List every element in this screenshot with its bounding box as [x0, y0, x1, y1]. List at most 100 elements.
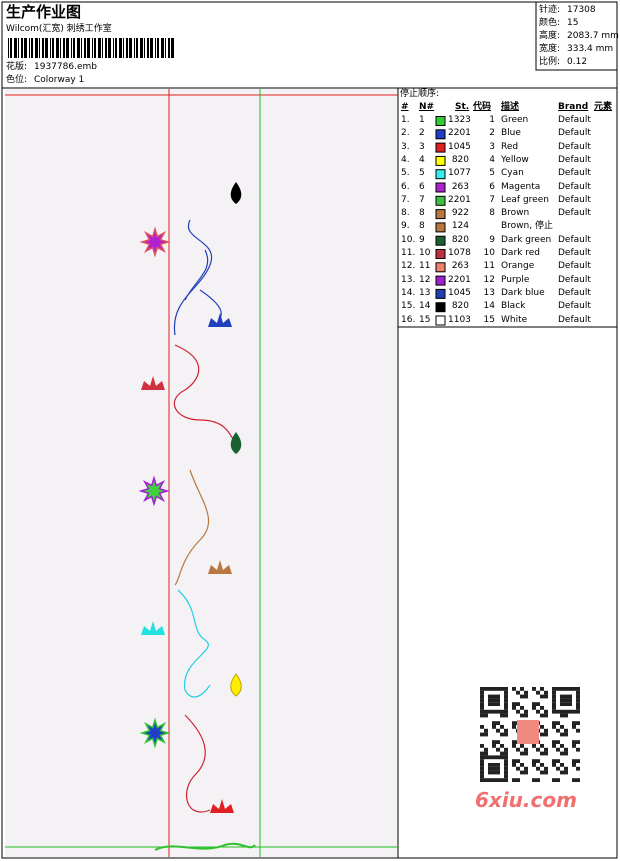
barcode-bar [168, 38, 170, 58]
code: 12 [483, 274, 495, 285]
row-index: 13. [401, 274, 416, 285]
barcode-bar [108, 38, 111, 58]
stitches: 1078 [448, 248, 471, 258]
flower [139, 226, 171, 258]
barcode-bar [140, 38, 143, 58]
description: Green [501, 115, 529, 125]
description: Leaf green [501, 194, 549, 205]
needle: 6 [419, 181, 425, 192]
stitches: 820 [451, 301, 469, 312]
design-label: 花版: [6, 62, 28, 72]
column-header: 描述 [501, 102, 520, 112]
brand: Default [558, 287, 591, 298]
flower [138, 475, 170, 507]
code: 5 [489, 168, 495, 179]
brand: Default [558, 234, 591, 245]
color-swatch [435, 262, 446, 273]
barcode-bar [94, 38, 96, 58]
brand: Default [558, 261, 591, 272]
stat-label: 颜色: [539, 18, 561, 28]
barcode-bar [8, 38, 9, 58]
flower [139, 717, 171, 749]
needle: 13 [419, 287, 431, 298]
needle: 4 [419, 154, 425, 165]
stat-value: 17308 [567, 5, 596, 15]
description: Brown, 停止 [501, 221, 553, 232]
barcode-bar [31, 38, 33, 58]
color-swatch [435, 169, 446, 180]
stitches: 2201 [448, 194, 471, 205]
brand: Default [558, 208, 591, 219]
barcode-bar [77, 38, 80, 58]
colorway-label: 色位: [6, 75, 28, 85]
code: 10 [483, 248, 495, 258]
code: 8 [489, 208, 495, 219]
column-header: N# [419, 102, 435, 112]
color-swatch [435, 209, 446, 220]
stitches: 263 [451, 181, 469, 192]
color-swatch [435, 275, 446, 286]
brand: Default [558, 181, 591, 192]
barcode-bar [171, 38, 174, 58]
column-header: 代码 [473, 102, 492, 112]
needle: 1 [419, 115, 425, 125]
barcode-bar [123, 38, 124, 58]
brand: Default [558, 154, 591, 165]
barcode-bar [105, 38, 107, 58]
stat-value: 15 [567, 18, 579, 28]
stat-value: 0.12 [567, 57, 588, 67]
brand: Default [558, 301, 591, 312]
barcode-bar [42, 38, 44, 58]
leaf [208, 560, 232, 574]
color-swatch [435, 195, 446, 206]
description: Dark blue [501, 287, 545, 298]
row-index: 5. [401, 168, 410, 179]
code: 7 [489, 194, 495, 205]
barcode-bar [161, 38, 164, 58]
row-index: 1. [401, 115, 410, 125]
leaf [141, 376, 165, 390]
barcode-bar [102, 38, 103, 58]
leaf [208, 313, 232, 327]
barcode-bar [165, 38, 166, 58]
brand: Default [558, 168, 591, 179]
color-swatch [435, 222, 446, 233]
description: Brown [501, 208, 530, 219]
code: 6 [489, 181, 495, 192]
row-index: 16. [401, 314, 416, 325]
stitches: 820 [451, 234, 469, 245]
column-header: Brand [558, 102, 589, 112]
stat-label: 针迹: [539, 5, 561, 15]
needle: 7 [419, 194, 425, 205]
code: 11 [483, 261, 495, 272]
description: Dark red [501, 248, 540, 258]
stats-box [535, 1, 618, 71]
stat-label: 高度: [539, 31, 561, 41]
row-index: 12. [401, 261, 416, 272]
description: Purple [501, 274, 530, 285]
needle: 14 [419, 301, 431, 312]
barcode-bar [21, 38, 23, 58]
code: 14 [483, 301, 495, 312]
color-swatch [435, 142, 446, 153]
row-index: 3. [401, 141, 410, 152]
barcode-bar [35, 38, 38, 58]
code: 3 [489, 141, 495, 152]
description: White [501, 314, 528, 325]
code: 4 [489, 154, 495, 165]
description: Yellow [501, 154, 529, 165]
barcode-bar [129, 38, 132, 58]
code: 15 [483, 314, 495, 325]
barcode-bar [10, 38, 12, 58]
description: Magenta [501, 181, 541, 192]
design-area [5, 89, 398, 857]
barcode-bar [14, 38, 17, 58]
description: Orange [501, 261, 535, 272]
column-header: 元素 [594, 102, 613, 112]
stitches: 2201 [448, 274, 471, 285]
needle: 8 [419, 208, 425, 219]
needle: 5 [419, 168, 425, 179]
row-index: 7. [401, 194, 410, 205]
